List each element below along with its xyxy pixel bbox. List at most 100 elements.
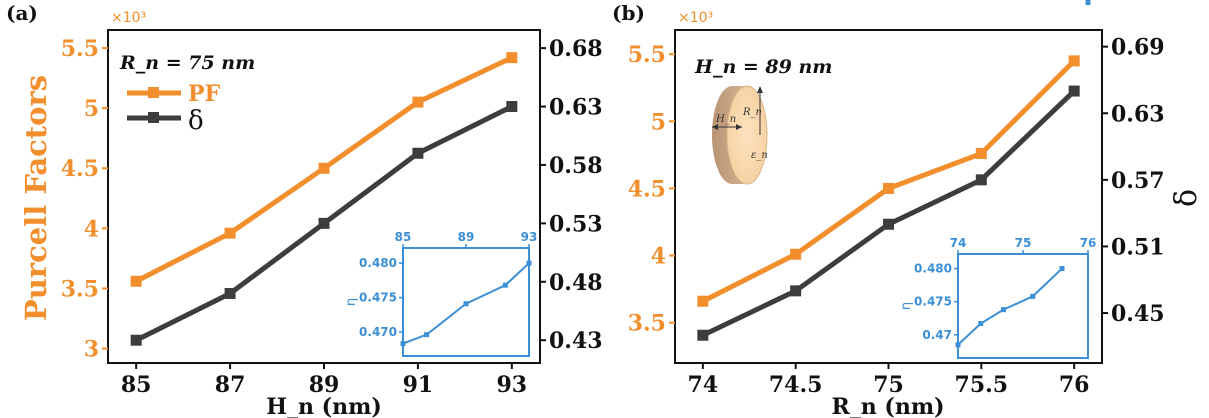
inset-a: 85 89 93 0.470 0.475 0.480 η (344, 230, 538, 357)
x-tick-label: 75.5 (955, 372, 1009, 398)
y-right-tick-label: 0.58 (549, 153, 603, 179)
inset-y-tick-label: 0.475 (914, 295, 952, 309)
inset-point (463, 301, 469, 307)
data-point-pf (130, 275, 142, 287)
multiplier-label-b: ×10³ (678, 10, 713, 26)
x-tick-label: 89 (309, 372, 340, 398)
data-point-delta (130, 334, 142, 346)
axes-b: 74 74.5 75 75.5 76 3.5 4 4.5 5 5.5 0.45 0.51 0.57 0.6… (628, 35, 1165, 398)
y-right-tick-label: 0.68 (549, 36, 603, 62)
inset-y-tick-label: 0.470 (359, 325, 397, 339)
x-axis-label-a: H_n (nm) (266, 394, 382, 418)
y-right-tick-label: 0.51 (1111, 234, 1165, 260)
panel-b: 74 74.5 75 75.5 76 3.5 4 4.5 5 5.5 0.45 0.51 0.57 0.6… (612, 0, 1204, 418)
data-point-delta (1068, 85, 1080, 97)
diagram-label-height: H_n (715, 114, 736, 125)
data-point-pf (790, 248, 802, 260)
y-left-tick-label: 3 (84, 337, 99, 363)
data-point-pf (318, 162, 330, 174)
y-left-tick-label: 5.5 (61, 36, 99, 62)
legend-label-pf: PF (188, 81, 221, 107)
y-right-tick-label: 0.69 (1111, 35, 1165, 61)
x-tick-label: 87 (215, 372, 246, 398)
inset-point (400, 341, 406, 347)
data-point-delta (412, 147, 424, 159)
data-point-pf (697, 295, 709, 307)
diagram-label-radius: R_n (742, 107, 762, 118)
y-left-tick-label: 5.5 (628, 42, 666, 68)
panel-a: 85 87 89 91 93 3 3.5 4 4.5 5 5.5 0.43 0.48 0.53 0.58 0.… (6, 1, 603, 418)
series-a (130, 52, 518, 346)
x-tick-label: 91 (403, 372, 434, 398)
x-tick-label: 74 (688, 372, 719, 398)
y-axis-label-right: δ (1169, 189, 1204, 207)
data-point-delta (883, 218, 894, 230)
x-tick-label: 75 (873, 372, 904, 398)
x-tick-label: 76 (1059, 372, 1090, 398)
inset-x-tick-label: 85 (395, 230, 412, 244)
inset-point (502, 282, 508, 288)
inset-b: 74 75 76 0.47 0.475 0.480 η (899, 0, 1097, 359)
multiplier-label-a: ×10³ (111, 10, 146, 26)
inset-point (526, 260, 532, 266)
data-point-pf (224, 227, 236, 239)
y-left-tick-label: 5 (84, 96, 99, 122)
inset-y-tick-label: 0.480 (359, 256, 397, 270)
inset-frame (957, 253, 1089, 359)
panel-label-b: (b) (612, 1, 645, 25)
inset-point (955, 342, 961, 348)
legend-label-delta: δ (188, 106, 204, 136)
inset-point (1001, 307, 1006, 313)
inset-x-tick-label: 76 (1080, 236, 1097, 250)
y-right-tick-label: 0.53 (549, 211, 603, 237)
y-left-tick-label: 4 (84, 216, 99, 242)
inset-x-tick-label: 89 (458, 230, 475, 244)
data-point-delta (506, 101, 518, 113)
panel-label-a: (a) (6, 1, 38, 25)
data-point-delta (790, 285, 802, 297)
data-point-pf (412, 96, 424, 108)
y-right-tick-label: 0.45 (1111, 301, 1165, 327)
x-axis-label-b: R_n (nm) (831, 394, 944, 418)
diagram-label-permittivity: ε_n (751, 150, 768, 161)
inset-y-tick-label: 0.475 (359, 291, 397, 305)
axes-a: 85 87 89 91 93 3 3.5 4 4.5 5 5.5 0.43 0.48 0.53 0.58 0.… (61, 36, 603, 398)
inset-y-label: η (344, 298, 359, 306)
y-right-tick-label: 0.57 (1111, 168, 1165, 194)
inset-x-tick-label: 74 (950, 236, 967, 250)
inset-point (1059, 266, 1065, 272)
x-tick-label: 93 (497, 372, 528, 398)
x-tick-label: 85 (121, 372, 152, 398)
y-right-tick-label: 0.43 (549, 328, 603, 354)
y-left-tick-label: 3.5 (61, 276, 99, 302)
data-point-pf (883, 182, 894, 194)
y-axis-label-left: Purcell Factors (19, 75, 53, 321)
inset-x-tick-label: 93 (521, 230, 538, 244)
data-point-delta (697, 329, 709, 341)
y-left-tick-label: 4 (651, 244, 666, 270)
data-point-pf (1068, 55, 1080, 67)
cylinder-diagram: R_n H_n ε_n (712, 85, 768, 185)
y-right-tick-label: 0.48 (549, 270, 603, 296)
inset-x-tick-label: 75 (1015, 236, 1032, 250)
y-left-tick-label: 3.5 (628, 311, 666, 337)
inset-point (978, 321, 984, 327)
inset-y-tick-label: 0.47 (922, 328, 952, 342)
data-point-pf (506, 52, 518, 64)
series-b (697, 55, 1080, 341)
y-left-tick-label: 4.5 (61, 156, 99, 182)
inset-y-tick-label: 0.480 (914, 262, 952, 276)
inset-y-label: η (899, 302, 914, 310)
y-right-tick-label: 0.63 (549, 95, 603, 121)
inset-point (1030, 293, 1036, 299)
data-point-delta (318, 217, 330, 229)
inset-point (1085, 0, 1091, 5)
inset-point (424, 332, 430, 338)
legend: PF δ (127, 81, 221, 136)
annotation-a: R_n = 75 nm (119, 52, 255, 74)
y-left-tick-label: 4.5 (628, 176, 666, 202)
data-point-pf (975, 148, 987, 160)
data-point-delta (224, 287, 236, 299)
y-left-tick-label: 5 (651, 109, 666, 135)
